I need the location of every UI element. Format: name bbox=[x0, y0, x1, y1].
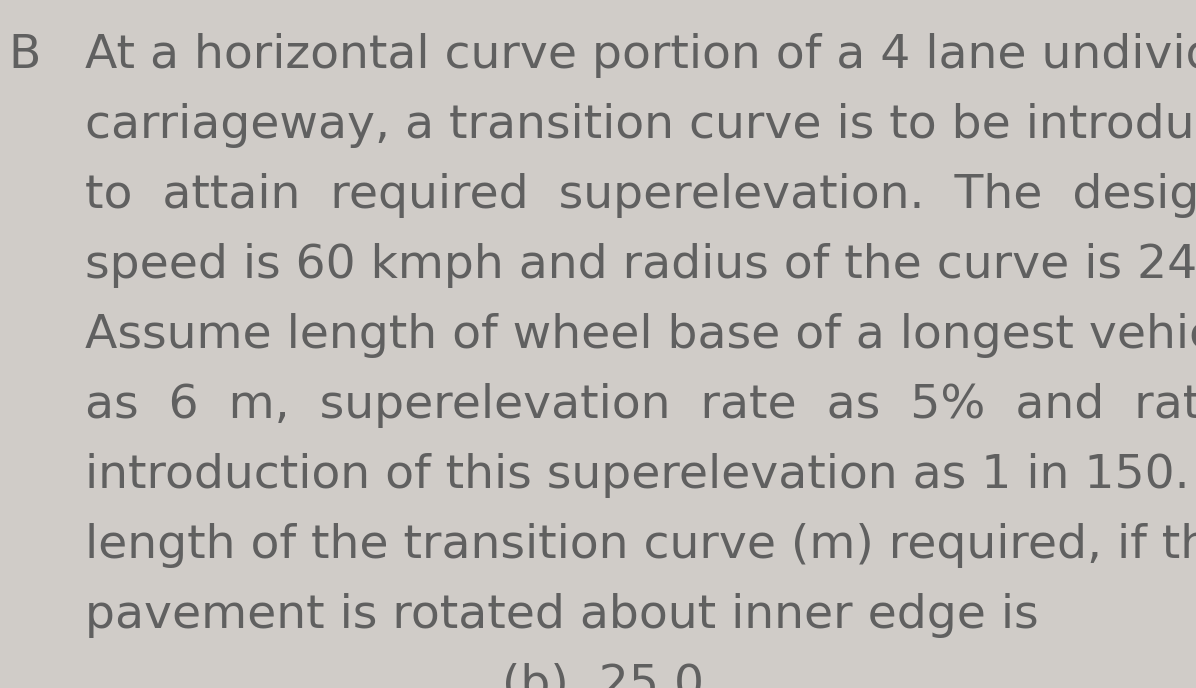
Text: speed is 60 kmph and radius of the curve is 245 m.: speed is 60 kmph and radius of the curve… bbox=[85, 243, 1196, 288]
Text: to  attain  required  superelevation.  The  design: to attain required superelevation. The d… bbox=[85, 173, 1196, 218]
Text: At a horizontal curve portion of a 4 lane undivided: At a horizontal curve portion of a 4 lan… bbox=[85, 33, 1196, 78]
Text: introduction of this superelevation as 1 in 150. The: introduction of this superelevation as 1… bbox=[85, 453, 1196, 498]
Text: pavement is rotated about inner edge is: pavement is rotated about inner edge is bbox=[85, 593, 1038, 638]
Text: B: B bbox=[8, 33, 41, 78]
Text: length of the transition curve (m) required, if the: length of the transition curve (m) requi… bbox=[85, 523, 1196, 568]
Text: (b)  25.0: (b) 25.0 bbox=[502, 663, 704, 688]
Text: as  6  m,  superelevation  rate  as  5%  and  rate  of: as 6 m, superelevation rate as 5% and ra… bbox=[85, 383, 1196, 428]
Text: Assume length of wheel base of a longest vehicle: Assume length of wheel base of a longest… bbox=[85, 313, 1196, 358]
Text: carriageway, a transition curve is to be introduced: carriageway, a transition curve is to be… bbox=[85, 103, 1196, 148]
